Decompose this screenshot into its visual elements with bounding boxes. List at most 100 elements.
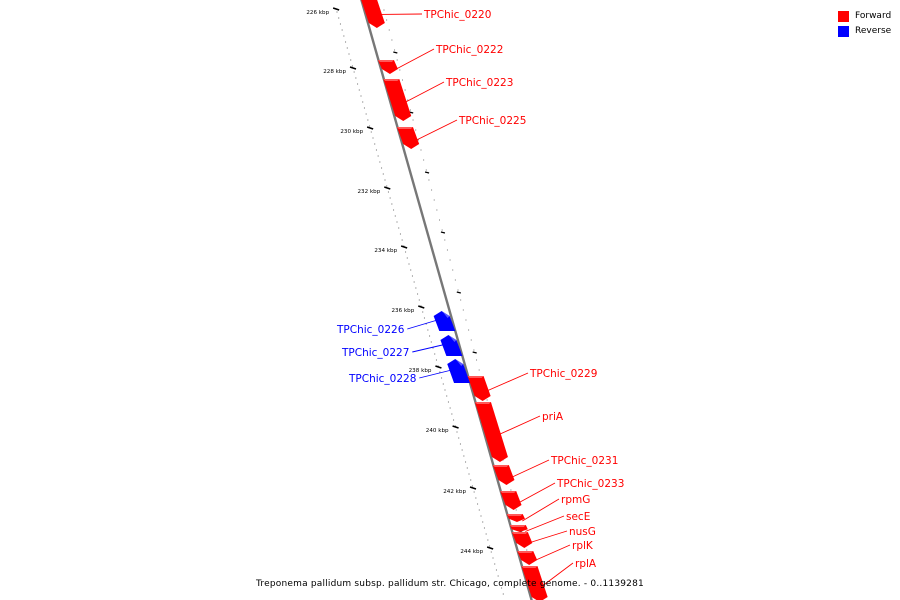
gene-label: rplA: [575, 558, 597, 570]
ruler-dot: [346, 47, 348, 49]
ruler-dot: [447, 401, 449, 403]
ruler-dot: [363, 107, 365, 109]
ruler-dot: [367, 119, 369, 121]
ruler-dot: [497, 575, 499, 577]
ruler-dot: [375, 149, 377, 151]
ruler-dot: [489, 545, 491, 547]
ruler-dot: [418, 299, 420, 301]
track-dot: [515, 509, 517, 511]
gene-label: TPChic_0220: [423, 9, 491, 21]
ruler-dot: [483, 527, 485, 529]
gene-label: TPChic_0226: [336, 324, 405, 336]
gene-reverse-arrow: [447, 359, 471, 383]
ruler-dot: [466, 467, 468, 469]
legend-item-forward: Forward: [838, 9, 891, 24]
track-dot: [431, 189, 433, 191]
gene-arrow-highlight: [492, 465, 509, 467]
track-dot: [436, 209, 438, 211]
ruler-dot: [441, 377, 443, 379]
gene-arrow-highlight: [441, 311, 450, 318]
gene-reverse-arrow: [433, 311, 456, 331]
ruler-dot: [403, 245, 405, 247]
track-dot: [468, 329, 470, 331]
forward-swatch: [838, 11, 849, 22]
ruler-dot: [387, 191, 389, 193]
ruler-dot: [432, 347, 434, 349]
track-dot: [465, 319, 467, 321]
track-dot: [420, 149, 422, 151]
track-dot: [412, 119, 414, 121]
track-dot: [417, 139, 419, 141]
ruler-dot: [475, 497, 477, 499]
ruler-dot: [381, 167, 383, 169]
ruler-dot: [345, 41, 347, 43]
gene-arrow-highlight: [509, 525, 526, 527]
ruler-dot: [470, 479, 472, 481]
ruler-dot: [386, 185, 388, 187]
track-dot: [396, 59, 398, 61]
ruler-dot: [425, 323, 427, 325]
ruler-dot: [465, 461, 467, 463]
ruler-dot: [417, 293, 419, 295]
ruler-dot: [439, 371, 441, 373]
ruler-dot: [434, 353, 436, 355]
map-caption: Treponema pallidum subsp. pallidum str. …: [256, 579, 644, 589]
gene-arrow-highlight: [383, 79, 400, 81]
ruler-tick: [435, 365, 442, 369]
gene-label: rplK: [572, 540, 594, 552]
ruler-dot: [391, 203, 393, 205]
ruler-dot: [411, 275, 413, 277]
track-dot: [425, 169, 427, 171]
gene-leader-line: [525, 515, 565, 532]
ruler-dot: [442, 383, 444, 385]
gene-arrow-highlight: [517, 551, 534, 553]
gene-forward-arrow: [517, 551, 538, 565]
gene-leader-line: [533, 544, 571, 562]
gene-label: TPChic_0223: [445, 77, 513, 89]
ruler-dot: [350, 59, 352, 61]
ruler-dot: [401, 239, 403, 241]
gene-leader-line: [378, 13, 423, 15]
track-dot: [404, 89, 406, 91]
gene-forward-arrow: [492, 465, 515, 485]
ruler-dot: [482, 521, 484, 523]
gene-arrow-highlight: [467, 376, 484, 378]
track-dot: [457, 289, 459, 291]
gene-leader-line: [522, 498, 560, 522]
gene-labels: TPChic_0220 TPChic_0222 TPChic_0223 TPChic_…: [336, 9, 624, 588]
ruler-dot: [365, 113, 367, 115]
ruler-dot: [384, 179, 386, 181]
ruler-dot: [415, 287, 417, 289]
ruler-dot: [358, 89, 360, 91]
ruler-dot: [495, 569, 497, 571]
gene-forward-arrow: [377, 60, 398, 74]
track-dot: [409, 109, 411, 111]
ruler-tick-label: 226 kbp: [306, 10, 329, 16]
track-dot: [478, 369, 480, 371]
gene-forward-arrow: [500, 491, 522, 510]
legend-label: Forward: [855, 11, 892, 21]
gene-label: nusG: [569, 526, 596, 538]
ruler-dot: [449, 407, 451, 409]
ruler-dot: [389, 197, 391, 199]
gene-leader-line: [407, 319, 438, 330]
ruler-dot: [336, 11, 338, 13]
ruler-dot: [410, 269, 412, 271]
ruler-dot: [473, 491, 475, 493]
gene-reverse-arrow: [440, 335, 463, 356]
track-dot: [428, 179, 430, 181]
gene-arrow-highlight: [377, 60, 394, 62]
gene-leader-line: [485, 372, 529, 392]
gene-arrow-highlight: [521, 566, 538, 568]
ruler-tick-label: 244 kbp: [460, 549, 483, 555]
track-dot: [446, 249, 448, 251]
ruler-dot: [458, 437, 460, 439]
ruler-dot: [348, 53, 350, 55]
gene-leader-line: [412, 344, 445, 353]
ruler-track: 226 kbp 228 kbp 230 kbp 232 kbp 234 kbp 236 k…: [306, 7, 504, 595]
ruler-dot: [394, 215, 396, 217]
ruler-tick-label: 236 kbp: [391, 308, 414, 314]
ruler-dot: [357, 83, 359, 85]
ruler-dot: [501, 587, 503, 589]
ruler-tick: [349, 66, 357, 70]
